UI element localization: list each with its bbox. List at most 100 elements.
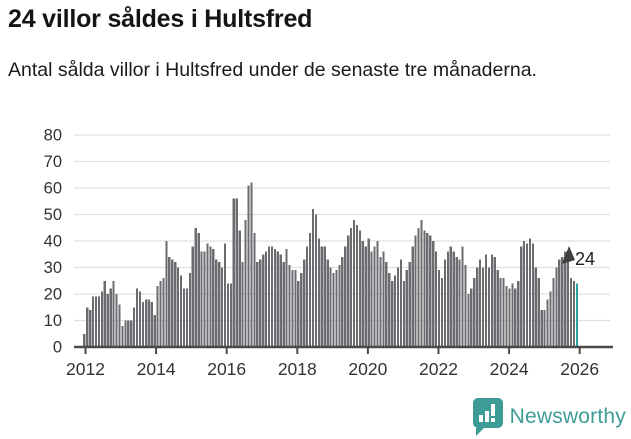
chart-bar — [335, 270, 338, 347]
chart-bar — [373, 246, 376, 347]
chart-bar — [127, 320, 130, 347]
chart-bar — [171, 259, 174, 347]
chart-bar — [417, 227, 420, 347]
chart-bar — [294, 270, 297, 347]
chart-bar — [558, 259, 561, 347]
chart-bar — [391, 280, 394, 347]
x-axis-label: 2022 — [419, 359, 458, 379]
chart-bar — [561, 256, 564, 347]
chart-bar — [332, 272, 335, 347]
chart-bar — [393, 275, 397, 347]
chart-bar — [144, 299, 147, 347]
chart-bar — [133, 307, 136, 347]
x-axis-label: 2018 — [278, 359, 317, 379]
chart-bar — [109, 288, 112, 347]
bar-chart: 0 10 20 30 40 50 60 70 80 2012 2014 2016 2018 2020 202… — [44, 127, 613, 379]
chart-bar — [508, 288, 511, 347]
chart-bar — [238, 230, 241, 347]
chart-bar — [174, 262, 177, 347]
chart-bar — [408, 262, 411, 347]
chart-bar — [426, 233, 429, 347]
chart-bar — [212, 248, 215, 347]
chart-bar — [279, 254, 282, 347]
newsworthy-wordmark: Newsworthy — [509, 405, 626, 428]
chart-bar — [388, 272, 391, 347]
y-axis-label: 0 — [53, 339, 62, 357]
chart-bar — [326, 259, 329, 347]
chart-bar — [226, 283, 230, 347]
chart-bar — [94, 296, 98, 347]
chart-bar — [229, 283, 232, 347]
chart-bar — [458, 259, 461, 347]
y-axis-label: 70 — [44, 153, 62, 171]
chart-bar — [165, 241, 168, 347]
chart-bar — [552, 278, 555, 347]
y-axis-label: 50 — [44, 206, 62, 224]
page-title: 24 villor såldes i Hultsfred — [8, 5, 313, 33]
chart-bar — [455, 256, 458, 347]
chart-bar — [317, 238, 320, 347]
newsworthy-icon — [472, 398, 503, 436]
chart-bar — [200, 251, 203, 347]
chart-bar — [499, 278, 502, 347]
chart-bar — [285, 248, 288, 347]
chart-bar — [487, 267, 491, 347]
chart-bar — [329, 267, 332, 347]
chart-bar — [432, 241, 435, 347]
chart-bar — [191, 246, 194, 347]
chart-bar — [264, 251, 268, 347]
last-value-label: 24 — [575, 249, 595, 269]
chart-bar — [520, 246, 523, 347]
chart-bar — [179, 275, 183, 347]
chart-bar — [540, 309, 543, 347]
chart-bar — [153, 315, 156, 347]
chart-bar — [523, 241, 526, 347]
chart-bar — [218, 262, 221, 347]
chart-bar — [496, 270, 499, 347]
chart-bar — [564, 251, 567, 347]
chart-bar — [241, 262, 244, 347]
chart-bar — [223, 243, 227, 347]
chart-bar — [221, 267, 224, 347]
chart-bar — [364, 246, 367, 347]
chart-bar — [481, 267, 485, 347]
chart-bar — [440, 278, 444, 347]
chart-bar — [420, 219, 423, 347]
chart-bar — [168, 256, 171, 347]
chart-bar — [396, 267, 400, 347]
chart-bar — [138, 291, 142, 347]
chart-bar — [347, 235, 350, 347]
chart-bar — [141, 301, 145, 347]
chart-bar — [534, 267, 537, 347]
chart-bar — [203, 251, 206, 347]
chart-bar — [147, 299, 150, 347]
newsworthy-logo: Newsworthy — [471, 396, 626, 438]
chart-bar — [423, 230, 426, 347]
chart-bar — [435, 251, 438, 347]
x-axis-label: 2024 — [490, 359, 529, 379]
chart-bar — [528, 238, 532, 347]
chart-bar — [100, 291, 103, 347]
chart-bar — [414, 235, 417, 347]
chart-bar — [525, 243, 529, 347]
chart-bar — [297, 280, 300, 347]
chart-bar — [135, 288, 139, 347]
chart-bar — [355, 225, 359, 347]
chart-bar — [253, 233, 256, 347]
chart-bar — [112, 280, 115, 347]
y-axis-label: 20 — [44, 286, 62, 304]
chart-bar — [156, 286, 159, 347]
chart-bar — [311, 209, 315, 347]
chart-bar — [405, 270, 408, 347]
chart-bar — [162, 278, 165, 347]
chart-bar — [303, 259, 306, 347]
chart-bar — [452, 251, 455, 347]
chart-bar — [546, 299, 549, 347]
chart-bar — [97, 296, 101, 347]
chart-bar — [115, 294, 118, 347]
chart-bar — [130, 320, 133, 347]
chart-bar — [182, 288, 186, 347]
chart-bar — [338, 264, 341, 347]
chart-bar — [461, 246, 464, 347]
chart-bar — [314, 214, 318, 347]
